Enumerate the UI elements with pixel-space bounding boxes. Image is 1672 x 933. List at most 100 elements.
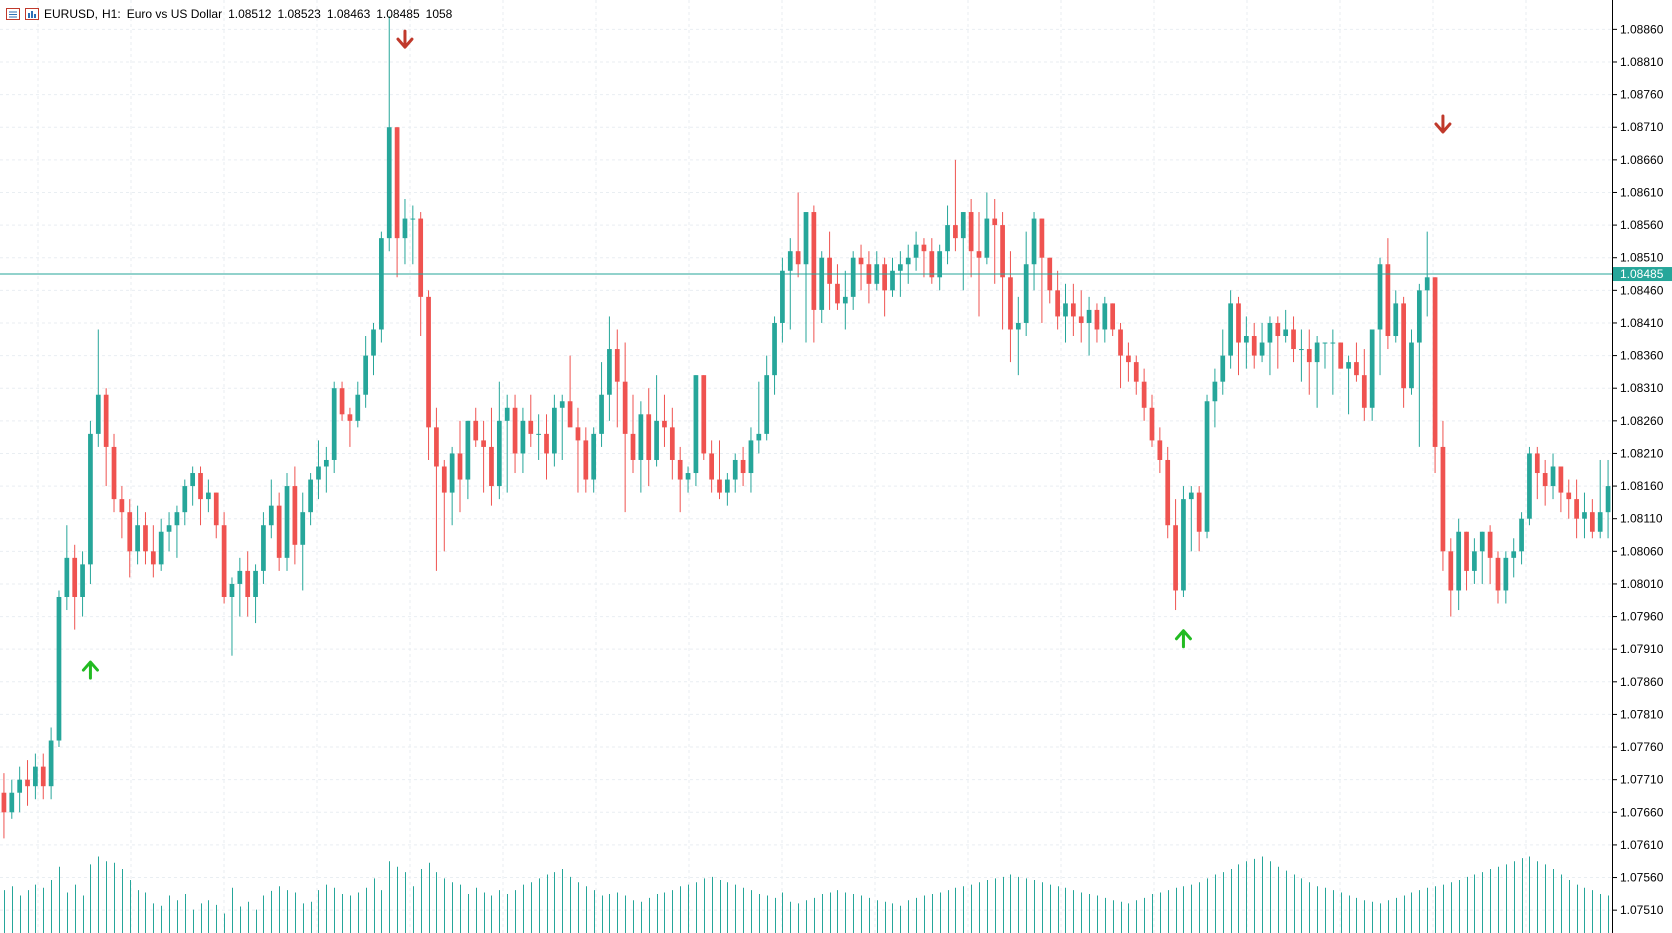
candle-bearish (512, 407, 518, 454)
sell-arrow-icon (1434, 114, 1452, 134)
y-tick-label: 1.08110 (1620, 512, 1663, 526)
candle-bearish (1542, 473, 1548, 487)
candle-bearish (528, 420, 534, 434)
candle-bullish (1228, 303, 1233, 356)
candle-bullish (732, 459, 738, 480)
candle-bearish (1432, 277, 1438, 447)
candle-bullish (504, 407, 510, 421)
low-value: 1.08463 (326, 7, 371, 21)
candle-bearish (740, 459, 746, 474)
candle-bearish (1165, 459, 1171, 526)
candle-bearish (921, 244, 927, 252)
candle-bullish (88, 433, 93, 565)
candle-bullish (316, 466, 321, 480)
candle-bearish (662, 420, 667, 428)
candle-bullish (1377, 264, 1383, 330)
candle-bullish (371, 329, 376, 356)
chart-bars-icon[interactable] (25, 8, 39, 20)
candle-bullish (33, 766, 38, 787)
candle-bearish (630, 433, 636, 460)
candle-bullish (1424, 277, 1430, 291)
y-tick-label: 1.08310 (1620, 381, 1664, 395)
candle-bearish (1558, 466, 1564, 493)
candle-bullish (764, 375, 770, 434)
candle-bullish (1346, 362, 1351, 369)
candle-bullish (1472, 551, 1477, 571)
candle-bearish (245, 570, 251, 597)
buy-arrow-icon (1174, 629, 1192, 649)
candle-bullish (1519, 518, 1524, 552)
candle-bearish (583, 440, 589, 480)
candle-bearish (143, 525, 148, 552)
candle-bearish (1534, 453, 1540, 474)
candle-bearish (1338, 342, 1344, 369)
sell-arrow-icon-path (1434, 114, 1452, 134)
buy-arrow-icon-path (1174, 629, 1192, 649)
candle-bearish (292, 486, 298, 545)
current-price-label: 1.08485 (1620, 267, 1664, 281)
candle-bearish (213, 492, 219, 526)
candle-bullish (1527, 453, 1532, 519)
candle-bullish (1393, 303, 1399, 337)
y-tick-label: 1.08210 (1620, 446, 1664, 460)
candle-bullish (158, 531, 164, 565)
candle-bearish (1401, 303, 1406, 389)
candle-bullish (913, 244, 919, 258)
candle-bearish (882, 264, 887, 291)
candle-bearish (827, 257, 832, 284)
candle-bearish (394, 127, 400, 239)
symbol-label: EURUSD (44, 7, 95, 21)
candle-bullish (166, 525, 172, 532)
candle-bullish (984, 218, 990, 258)
candle-bearish (953, 225, 958, 239)
candle-bullish (1023, 264, 1029, 323)
candle-bullish (379, 238, 384, 330)
candle-bullish (536, 433, 542, 435)
y-tick-label: 1.07910 (1620, 642, 1664, 656)
candle-bearish (1078, 316, 1084, 323)
candle-bearish (717, 479, 722, 493)
candle-bullish (9, 792, 15, 813)
candle-bearish (489, 446, 494, 487)
candle-bearish (968, 212, 974, 252)
y-tick-label: 1.07610 (1620, 838, 1664, 852)
candle-bullish (1511, 551, 1517, 558)
candle-bullish (654, 420, 659, 460)
chart-list-icon[interactable] (6, 8, 20, 20)
candle-bullish (402, 218, 408, 239)
candle-bearish (111, 446, 117, 500)
candle-bearish (1133, 362, 1139, 382)
candle-bullish (284, 486, 290, 558)
candle-bearish (811, 212, 817, 310)
candle-bullish (95, 394, 101, 434)
candle-bullish (1409, 342, 1414, 389)
candle-bearish (929, 251, 935, 278)
candle-bullish (850, 257, 856, 297)
candle-bullish (1582, 512, 1587, 519)
candle-bearish (339, 388, 345, 415)
candle-bullish (308, 479, 313, 513)
candle-bearish (795, 251, 801, 265)
candle-bullish (772, 322, 777, 376)
candle-bearish (481, 440, 486, 447)
candle-bullish (363, 355, 369, 395)
candle-bullish (386, 127, 392, 239)
candle-bullish (1181, 499, 1186, 591)
candle-bullish (206, 492, 211, 500)
candle-bullish (48, 740, 54, 787)
candle-bullish (748, 440, 754, 474)
candle-bullish (1456, 531, 1462, 591)
candle-bearish (1306, 349, 1312, 363)
y-tick-label: 1.07510 (1620, 903, 1664, 917)
candle-bullish (261, 525, 266, 571)
candle-bearish (1566, 492, 1572, 500)
candle-bullish (229, 583, 235, 597)
candle-bearish (418, 218, 424, 297)
candle-bearish (1094, 309, 1100, 330)
candle-bullish (787, 251, 793, 271)
candle-bullish (945, 225, 950, 252)
timeframe-label: H1: (102, 7, 121, 21)
candle-bullish (607, 349, 612, 395)
